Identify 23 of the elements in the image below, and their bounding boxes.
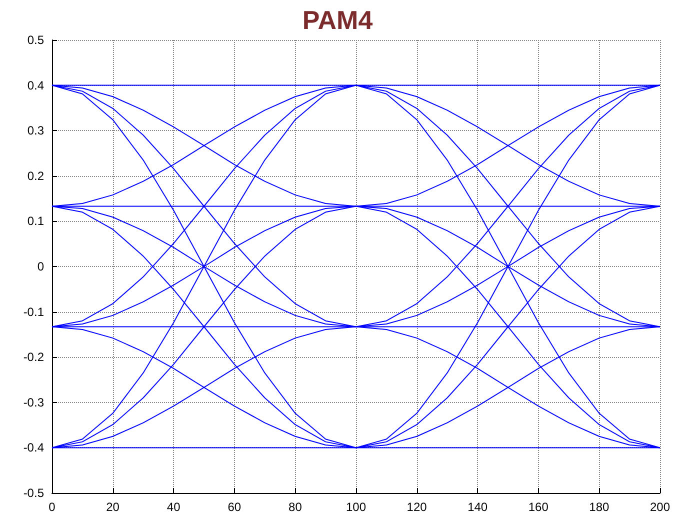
x-tick-label: 180	[589, 500, 610, 514]
y-tick-label: -0.3	[23, 395, 44, 410]
x-tick-label: 80	[288, 500, 302, 514]
x-tick-label: 40	[166, 500, 181, 514]
y-tick-label: -0.1	[23, 304, 44, 319]
y-tick-label: -0.2	[23, 350, 44, 364]
x-tick-label: 100	[346, 500, 366, 514]
y-tick-label: 0.2	[27, 168, 44, 183]
x-tick-label: 0	[48, 500, 56, 514]
x-tick-label: 120	[406, 500, 428, 514]
y-tick-label: 0.1	[27, 214, 44, 228]
chart-title: PAM4	[302, 5, 374, 35]
y-tick-label: 0	[37, 260, 44, 274]
y-tick-label: 0.4	[27, 78, 44, 92]
x-tick-label: 200	[650, 500, 670, 514]
x-tick-label: 160	[528, 500, 549, 514]
x-tick-label: 20	[106, 500, 120, 514]
y-tick-label: 0.3	[27, 124, 44, 138]
y-tick-label: -0.5	[23, 486, 44, 500]
y-tick-label: 0.5	[27, 33, 44, 47]
y-tick-label: -0.4	[23, 440, 44, 455]
x-tick-label: 60	[228, 500, 242, 514]
x-tick-label: 140	[468, 500, 488, 514]
